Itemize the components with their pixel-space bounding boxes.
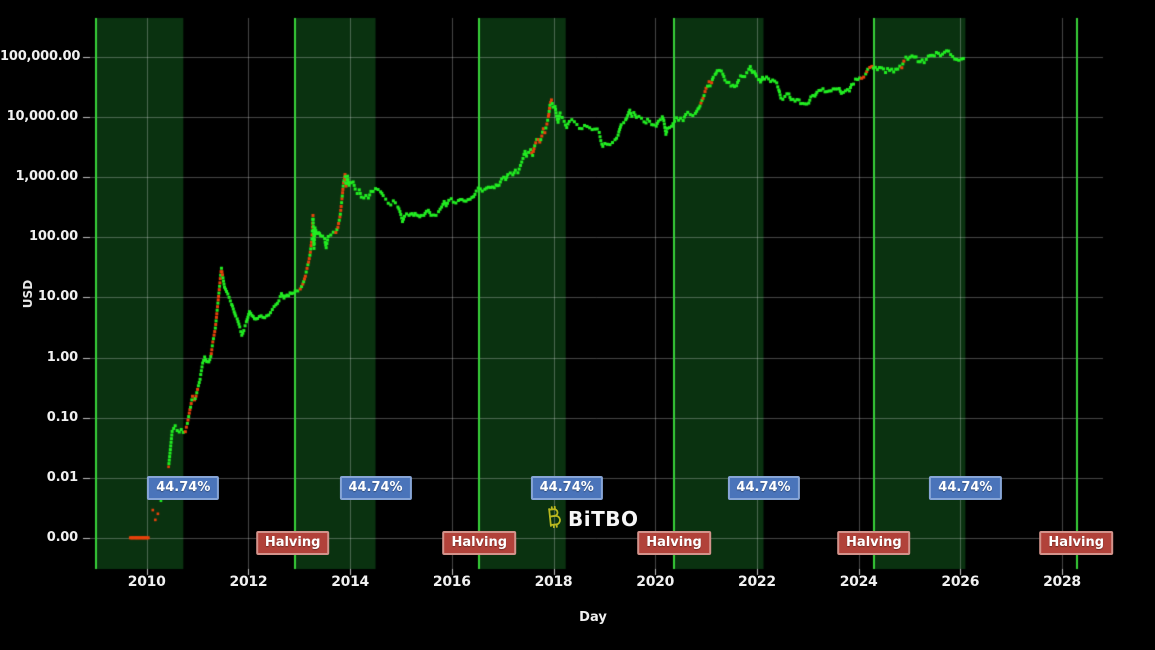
x-axis-tick-label: 2010	[127, 574, 166, 590]
y-axis-tick-label: 1,000.00	[15, 169, 78, 185]
supply-increase-badge: 44.74%	[339, 476, 412, 500]
y-axis-tick-label: 100,000.00	[0, 49, 81, 65]
y-axis-tick-label: 1.00	[46, 349, 78, 365]
bitbo-logo: BiTBO	[546, 505, 639, 532]
x-axis-tick-label: 2016	[432, 574, 471, 590]
halving-badge: Halving	[442, 531, 517, 555]
x-axis-tick-label: 2022	[738, 574, 776, 590]
halving-badge: Halving	[255, 531, 330, 555]
x-axis-tick-label: 2028	[1043, 574, 1081, 590]
supply-increase-badge: 44.74%	[530, 476, 603, 500]
y-axis-tick-label: 0.00	[46, 529, 78, 545]
x-axis-tick-label: 2012	[229, 574, 268, 590]
y-axis-tick-label: 0.10	[46, 409, 78, 425]
x-axis-tick-label: 2014	[331, 574, 369, 590]
supply-increase-badge: 44.74%	[727, 476, 800, 500]
halving-badge: Halving	[1039, 531, 1114, 555]
x-axis-tick-label: 2018	[534, 574, 573, 590]
y-axis-tick-label: 10.00	[37, 289, 78, 305]
bitbo-wordmark: BiTBO	[568, 507, 639, 531]
x-axis-tick-label: 2024	[839, 574, 878, 590]
x-axis-tick-label: 2026	[941, 574, 980, 590]
supply-increase-badge: 44.74%	[929, 476, 1002, 500]
x-axis-tick-label: 2020	[636, 574, 675, 590]
x-axis-title: Day	[579, 610, 607, 625]
halving-badge: Halving	[837, 531, 911, 555]
bitcoin-icon	[546, 505, 564, 532]
y-axis-tick-label: 10,000.00	[6, 109, 79, 125]
halving-badge: Halving	[637, 531, 711, 555]
supply-increase-badge: 44.74%	[147, 476, 220, 500]
y-axis-tick-label: 100.00	[29, 229, 78, 245]
y-axis-tick-label: 0.01	[46, 469, 78, 485]
